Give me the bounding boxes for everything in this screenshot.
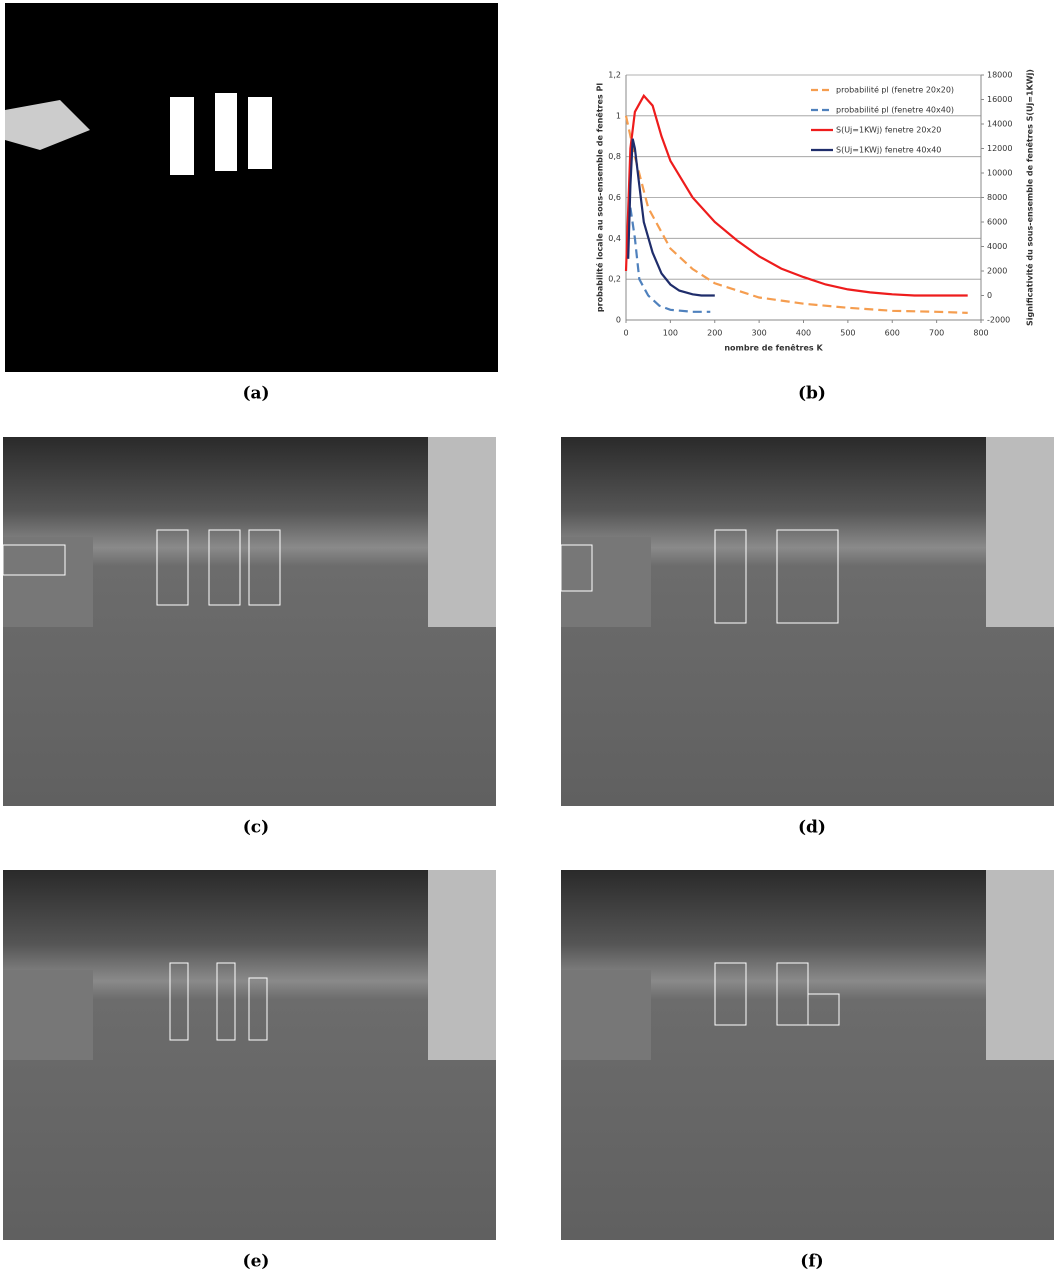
- y2-tick-label: 12000: [987, 144, 1012, 153]
- y2-tick-label: -2000: [987, 316, 1010, 325]
- photo-c: [3, 437, 496, 806]
- y-tick-label: 1,2: [608, 71, 621, 80]
- y-tick-label: 0,2: [608, 275, 621, 284]
- y2-tick-label: 6000: [987, 218, 1007, 227]
- page: 00,20,40,60,811,2-2000020004000600080001…: [0, 0, 1054, 1284]
- y2-tick-label: 8000: [987, 193, 1007, 202]
- chart: 00,20,40,60,811,2-2000020004000600080001…: [595, 69, 1035, 352]
- y2-tick-label: 4000: [987, 242, 1007, 251]
- mask-image: [5, 3, 498, 372]
- x-axis-label: nombre de fenêtres K: [724, 343, 823, 353]
- x-tick-label: 500: [840, 329, 855, 338]
- y2-tick-label: 18000: [987, 71, 1012, 80]
- x-tick-label: 400: [796, 329, 811, 338]
- y-tick-label: 0,8: [608, 152, 621, 161]
- y2-tick-label: 10000: [987, 169, 1012, 178]
- y-tick-label: 0: [616, 316, 621, 325]
- legend-label: S(Uj=1KWj) fenetre 40x40: [836, 146, 941, 155]
- legend-label: S(Uj=1KWj) fenetre 20x20: [836, 126, 941, 135]
- caption: (d): [798, 818, 826, 838]
- y-axis-label: probabilité locale au sous-ensemble de f…: [595, 83, 605, 312]
- y-tick-label: 1: [616, 111, 621, 120]
- x-tick-label: 100: [663, 329, 678, 338]
- photo-e: [3, 870, 496, 1240]
- y2-tick-label: 16000: [987, 95, 1012, 104]
- caption: (f): [800, 1252, 823, 1272]
- x-tick-label: 300: [751, 329, 766, 338]
- caption: (e): [243, 1252, 270, 1272]
- x-tick-label: 0: [623, 329, 628, 338]
- legend-label: probabilité pl (fenetre 20x20): [836, 85, 954, 95]
- figure: 00,20,40,60,811,2-2000020004000600080001…: [0, 0, 1054, 1280]
- y2-tick-label: 0: [987, 291, 992, 300]
- y2-axis-label: Significativité du sous-ensemble de fenê…: [1025, 69, 1035, 326]
- y2-tick-label: 2000: [987, 267, 1007, 276]
- caption: (a): [242, 384, 269, 404]
- legend-label: probabilité pl (fenetre 40x40): [836, 105, 954, 115]
- photo-d: [561, 437, 1054, 806]
- y-tick-label: 0,4: [608, 234, 621, 243]
- y-tick-label: 0,6: [608, 193, 621, 202]
- photo-f: [561, 870, 1054, 1240]
- caption: (c): [243, 818, 269, 838]
- x-tick-label: 200: [707, 329, 722, 338]
- y2-tick-label: 14000: [987, 120, 1012, 129]
- x-tick-label: 700: [929, 329, 944, 338]
- caption: (b): [798, 384, 826, 404]
- x-tick-label: 800: [973, 329, 988, 338]
- x-tick-label: 600: [885, 329, 900, 338]
